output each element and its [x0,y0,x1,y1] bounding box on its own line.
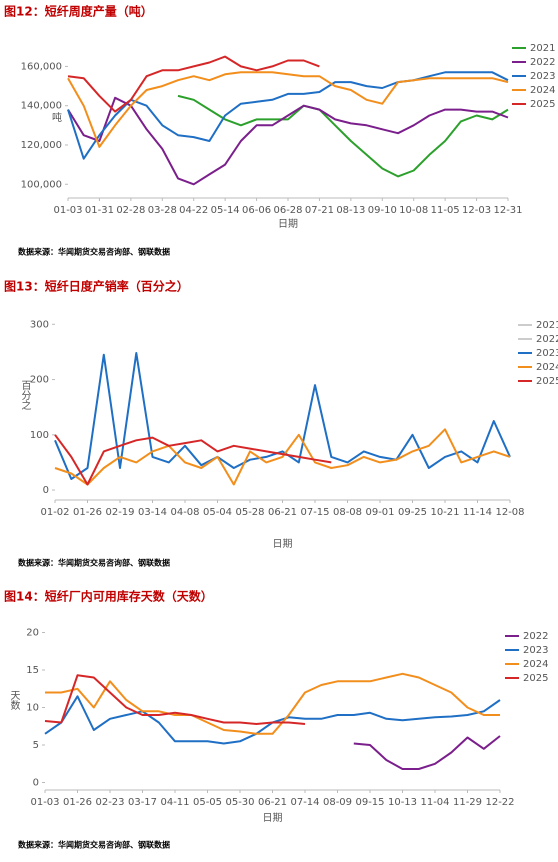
x-tick-label: 08-13 [336,205,365,216]
x-tick-label: 12-03 [462,205,491,216]
x-tick-label: 03-14 [138,507,167,518]
x-tick-label: 05-14 [211,205,240,216]
series-line [44,695,501,745]
x-axis-label: 日期 [273,538,293,550]
legend-label: 2024 [530,85,555,96]
x-tick-label: 07-15 [300,507,329,518]
source-note: 数据来源：华闻期货交易咨询部、钢联数据 [18,247,170,257]
legend-label: 2024 [536,362,558,373]
y-tick-label: 120,000 [21,140,62,151]
x-tick-label: 02-19 [105,507,134,518]
x-tick-label: 10-08 [399,205,428,216]
series-line [353,735,501,770]
x-tick-label: 01-03 [53,205,82,216]
legend-label: 2022 [530,57,555,68]
legend-label: 2025 [530,99,555,110]
y-tick-label: 0 [43,485,49,496]
x-tick-label: 06-28 [273,205,302,216]
x-tick-label: 05-30 [225,797,254,808]
y-tick-label: 200 [30,375,49,386]
y-tick-label: 160,000 [21,61,62,72]
chart-title: 图14：短纤厂内可用库存天数（天数） [4,589,213,604]
series-line [67,71,509,160]
series-line [67,71,509,148]
x-tick-label: 10-13 [388,797,417,808]
x-axis-label: 日期 [263,812,283,824]
x-tick-label: 03-28 [148,205,177,216]
x-tick-label: 12-31 [493,205,522,216]
x-tick-label: 05-05 [193,797,222,808]
x-tick-label: 06-06 [242,205,271,216]
x-tick-label: 08-09 [323,797,352,808]
x-tick-label: 12-08 [495,507,524,518]
x-tick-label: 01-26 [63,797,92,808]
y-tick-label: 15 [26,665,39,676]
series-line [54,428,511,486]
source-note: 数据来源：华闻期货交易咨询部、钢联数据 [18,840,170,850]
x-tick-label: 11-04 [420,797,449,808]
chart-title: 图12：短纤周度产量（吨） [4,4,153,19]
x-tick-label: 01-31 [85,205,114,216]
x-tick-label: 06-21 [268,507,297,518]
y-tick-label: 100 [30,430,49,441]
y-tick-label: 0 [33,778,39,789]
legend-label: 2025 [523,673,548,684]
legend-label: 2024 [523,659,548,670]
x-axis-label: 日期 [278,218,298,230]
series-line [45,672,500,735]
series-line [67,96,509,186]
x-tick-label: 05-04 [203,507,232,518]
x-tick-label: 01-03 [30,797,59,808]
legend-label: 2022 [523,631,548,642]
x-tick-label: 07-21 [305,205,334,216]
x-tick-label: 06-21 [258,797,287,808]
legend-label: 2021 [536,320,558,331]
x-tick-label: 02-23 [95,797,124,808]
x-tick-label: 01-02 [40,507,69,518]
x-tick-label: 05-28 [235,507,264,518]
legend-label: 2022 [536,334,558,345]
y-tick-label: 100,000 [21,179,62,190]
source-note: 数据来源：华闻期货交易咨询部、钢联数据 [18,558,170,568]
y-tick-label: 140,000 [21,101,62,112]
y-axis-label: 百分之 [19,380,31,410]
x-tick-label: 10-21 [430,507,459,518]
x-tick-label: 09-10 [368,205,397,216]
x-tick-label: 04-11 [160,797,189,808]
series-line [54,352,511,480]
y-axis-label: 吨 [52,111,62,124]
x-tick-label: 08-08 [333,507,362,518]
x-tick-label: 07-14 [290,797,319,808]
y-tick-label: 10 [26,703,39,714]
y-tick-label: 300 [30,319,49,330]
chart-title: 图13：短纤日度产销率（百分之） [4,279,189,294]
legend-label: 2021 [530,43,555,54]
x-tick-label: 09-25 [398,507,427,518]
y-tick-label: 5 [33,740,39,751]
series-line [44,674,306,725]
x-tick-label: 11-29 [453,797,482,808]
x-tick-label: 04-22 [179,205,208,216]
x-tick-label: 02-28 [116,205,145,216]
legend-label: 2023 [530,71,555,82]
series-line [54,434,332,486]
x-tick-label: 01-26 [73,507,102,518]
x-tick-label: 09-15 [355,797,384,808]
y-axis-label: 天数 [8,690,20,711]
x-tick-label: 09-01 [365,507,394,518]
x-tick-label: 11-14 [463,507,492,518]
legend-label: 2025 [536,376,558,387]
legend-label: 2023 [523,645,548,656]
x-tick-label: 11-05 [431,205,460,216]
x-tick-label: 04-08 [170,507,199,518]
series-line [67,55,320,113]
x-tick-label: 03-17 [128,797,157,808]
series-line [177,94,509,178]
x-tick-label: 12-22 [485,797,514,808]
legend-label: 2023 [536,348,558,359]
y-tick-label: 20 [26,628,39,639]
